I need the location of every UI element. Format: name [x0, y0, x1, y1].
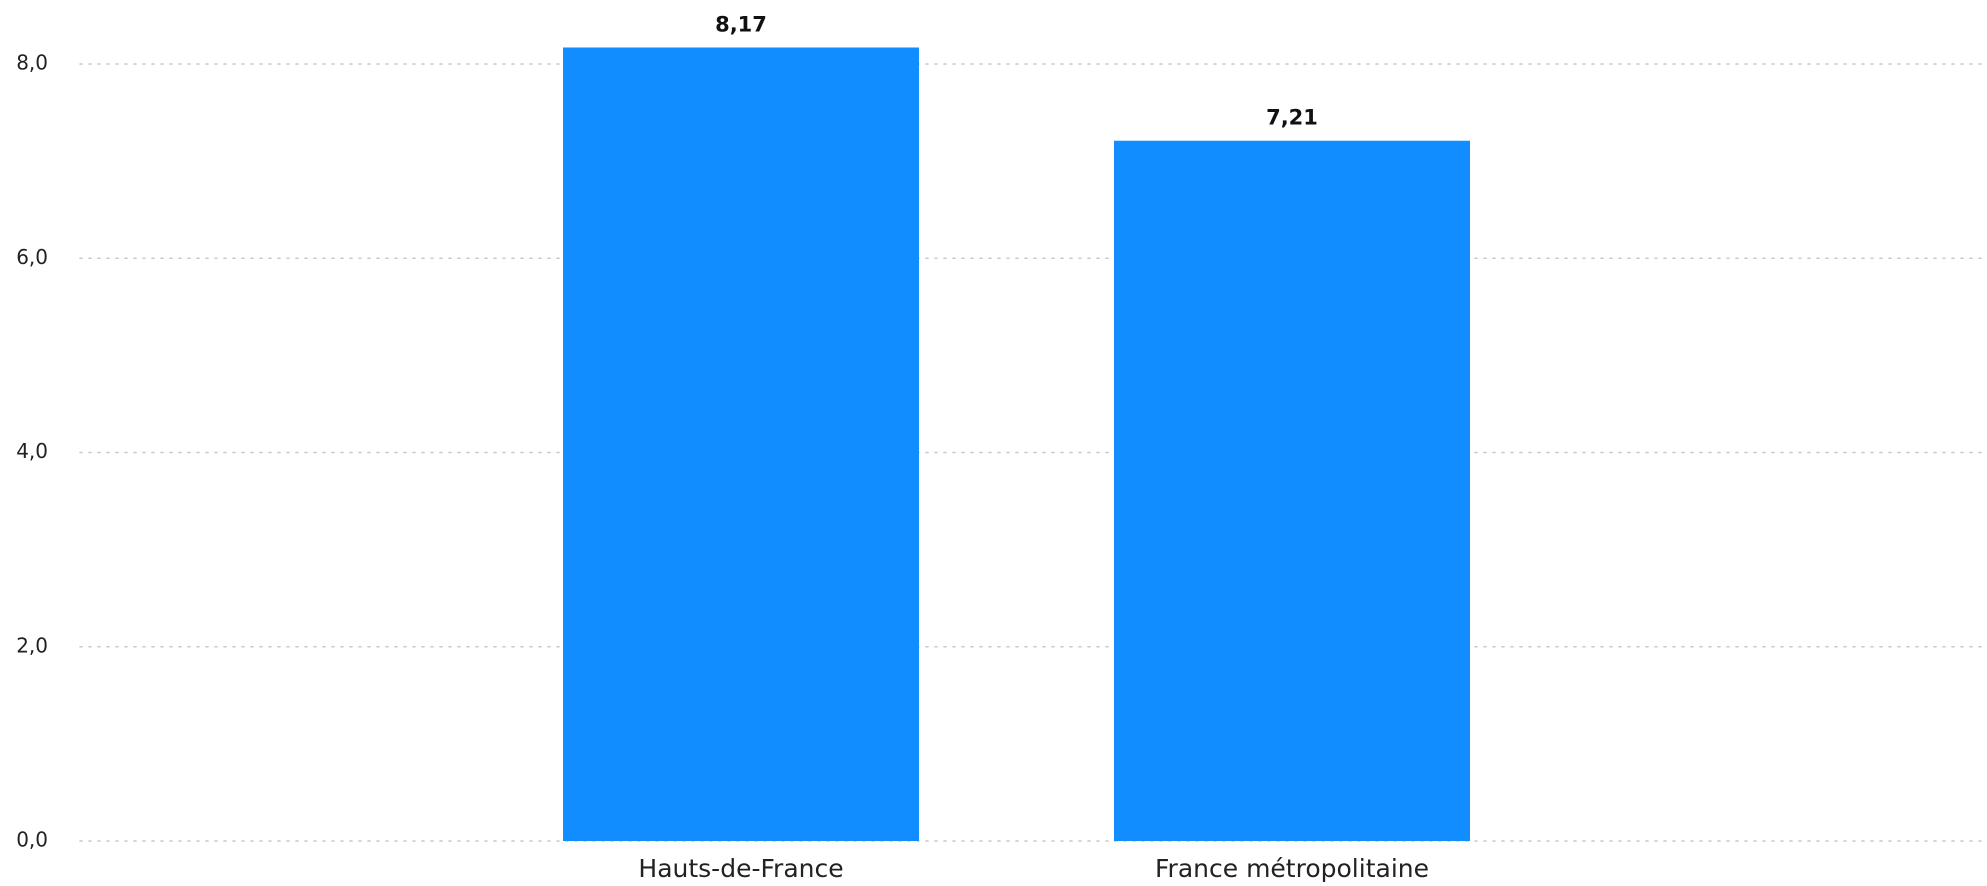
bar: [1114, 140, 1470, 841]
data-label: 7,21: [1266, 106, 1318, 130]
bars: [563, 47, 1470, 841]
y-tick-label: 6,0: [16, 245, 48, 269]
gridlines: [79, 63, 1986, 842]
x-category-label: Hauts-de-France: [638, 854, 843, 883]
bar: [563, 47, 919, 841]
y-tick-label: 0,0: [16, 828, 48, 852]
y-tick-label: 2,0: [16, 633, 48, 657]
y-axis-ticks: 0,0 2,0 4,0 6,0 8,0: [16, 51, 48, 852]
data-label: 8,17: [715, 12, 767, 36]
data-labels: 8,17 7,21: [715, 12, 1318, 129]
y-tick-label: 4,0: [16, 439, 48, 463]
x-axis-categories: Hauts-de-France France métropolitaine: [638, 854, 1429, 883]
x-category-label: France métropolitaine: [1155, 854, 1429, 883]
y-tick-label: 8,0: [16, 51, 48, 75]
